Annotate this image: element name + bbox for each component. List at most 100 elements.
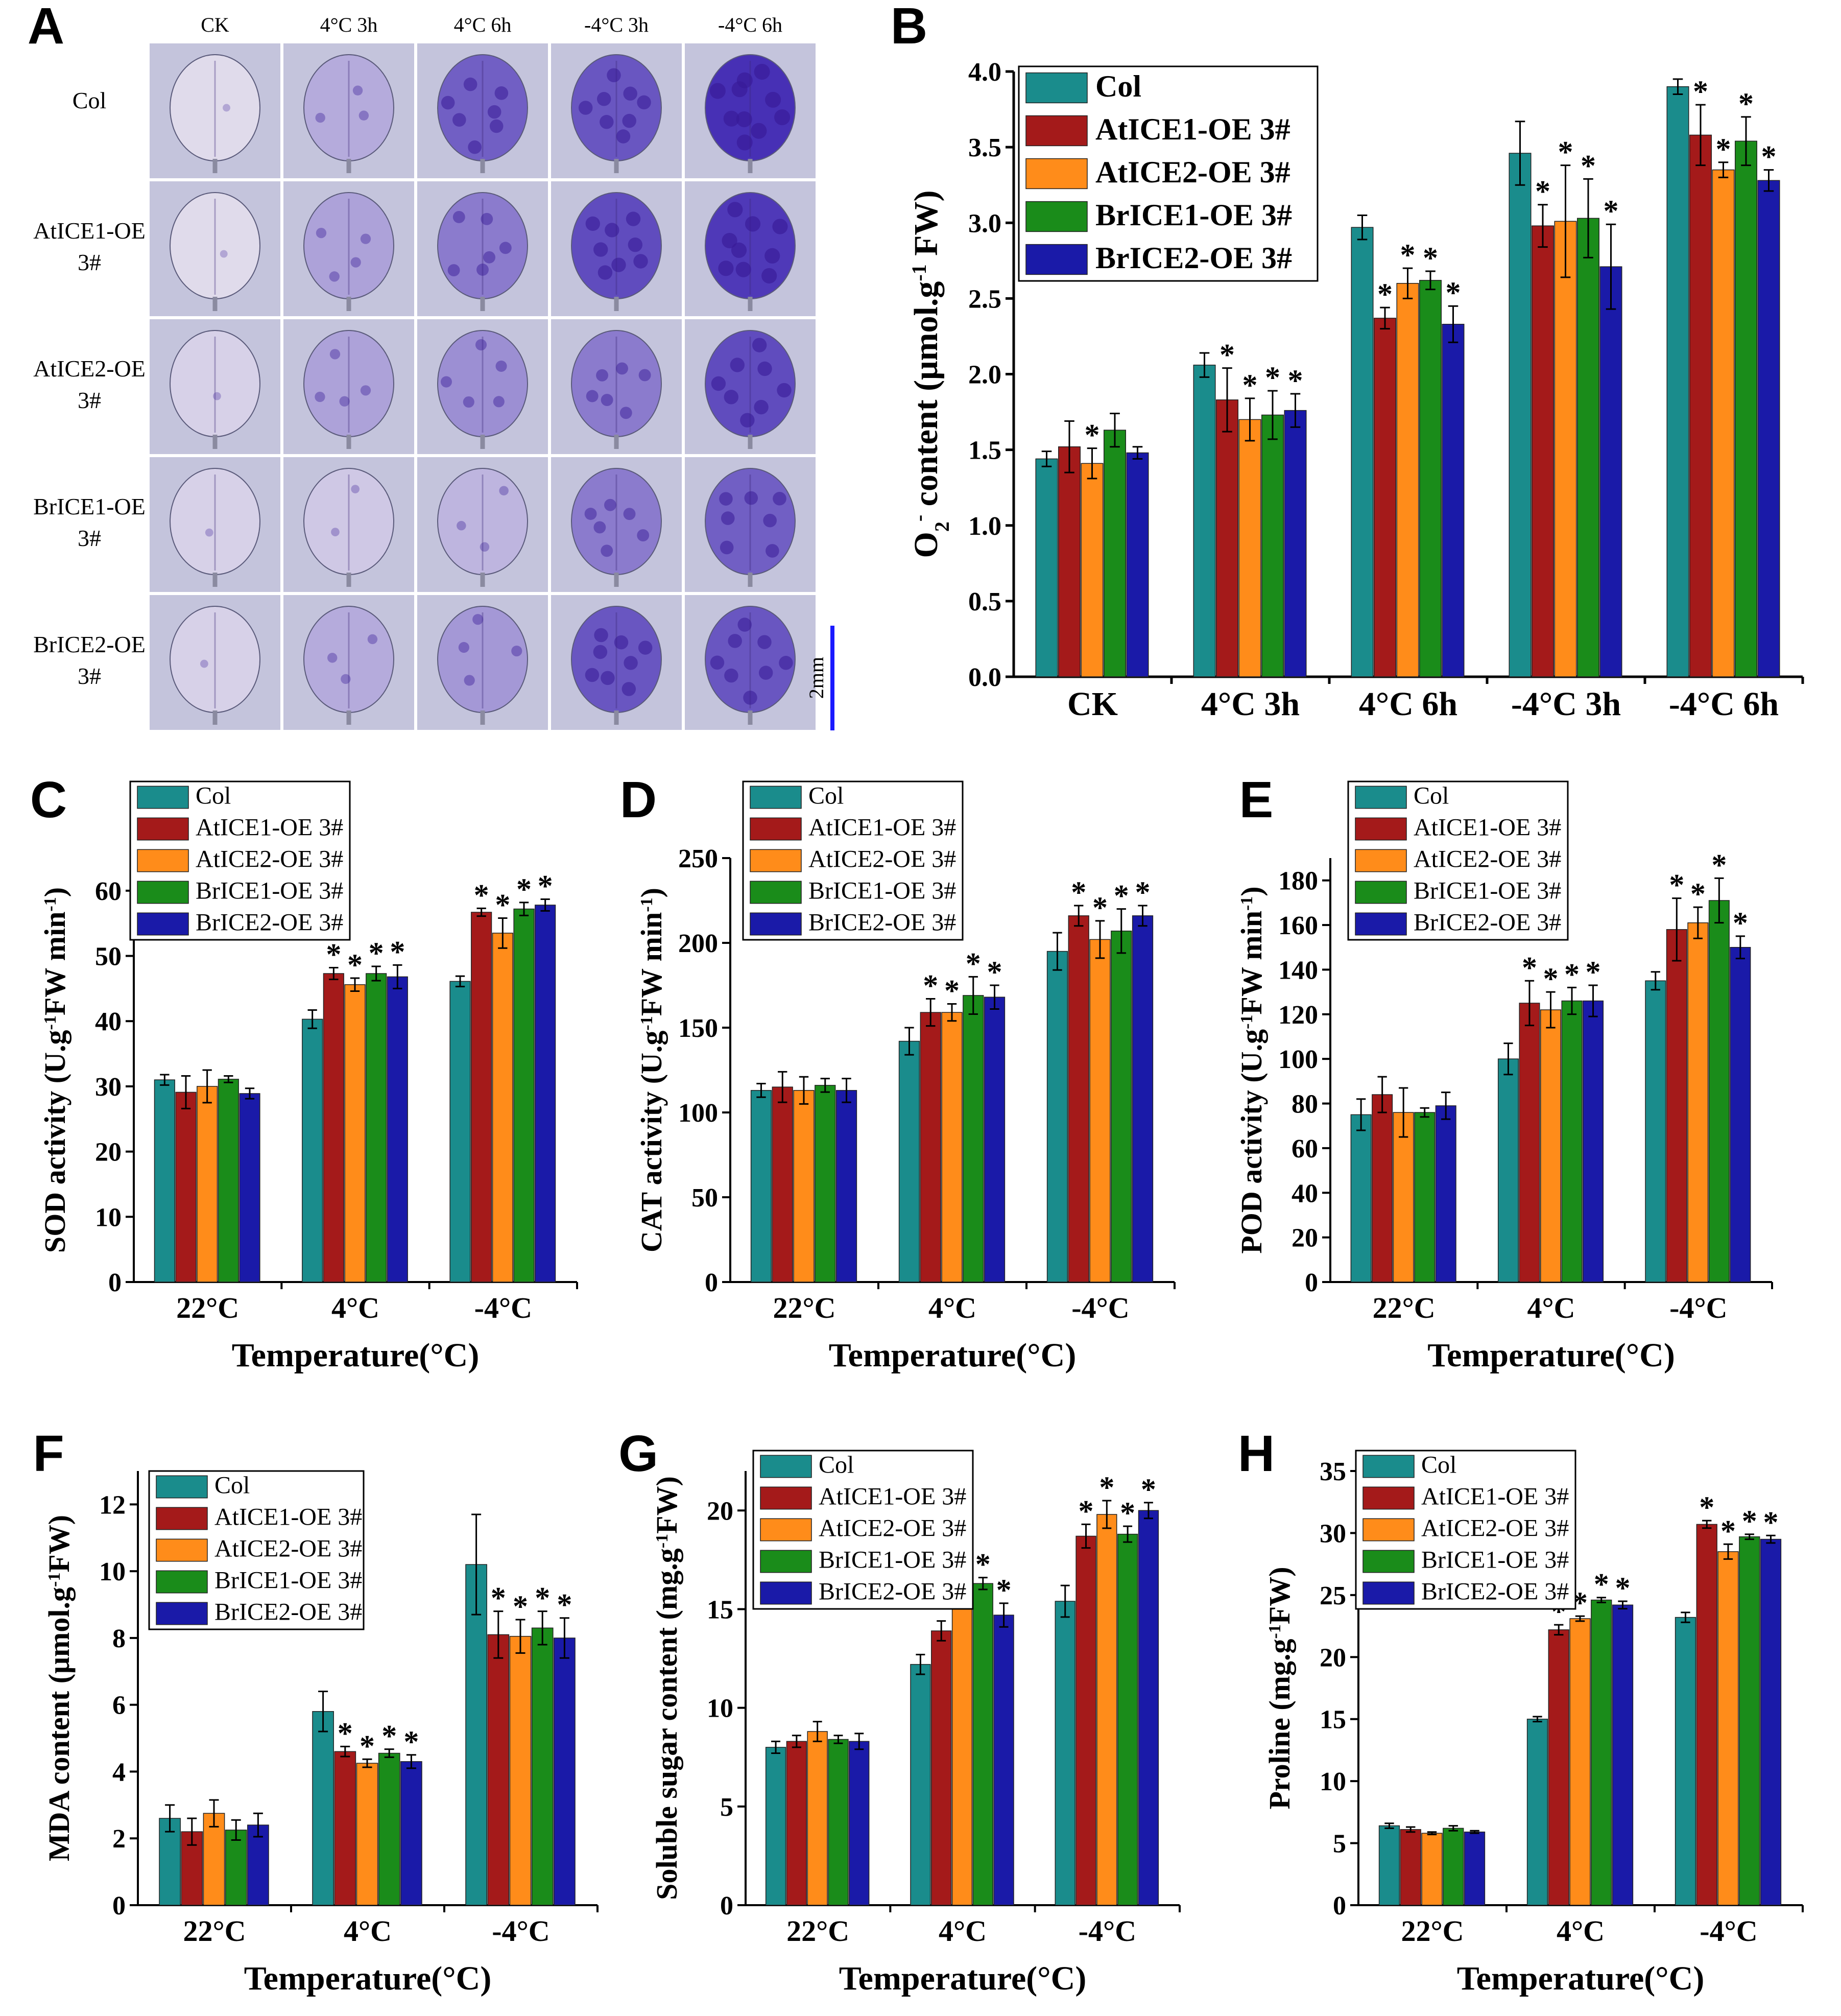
y-tick-label: 0 xyxy=(720,1891,733,1920)
bar xyxy=(1374,318,1397,677)
legend-swatch xyxy=(760,1518,812,1541)
stain-spot xyxy=(601,394,613,406)
row-label-line-2: 3# xyxy=(78,663,101,689)
stain-spot xyxy=(718,260,734,276)
bar xyxy=(400,1761,422,1906)
legend-entry: AtICE1-OE 3# xyxy=(808,814,956,841)
legend-entry: BrICE1-OE 3# xyxy=(1421,1546,1569,1573)
y-tick-label: 10 xyxy=(1320,1767,1346,1796)
y-tick-label: 180 xyxy=(1278,867,1318,896)
significance-star: * xyxy=(1092,891,1108,924)
bar xyxy=(1046,951,1068,1283)
stain-spot xyxy=(329,271,340,282)
legend-swatch xyxy=(1362,1486,1415,1510)
legend-swatch xyxy=(760,1486,812,1510)
bar xyxy=(1760,1538,1782,1906)
significance-star: * xyxy=(326,938,341,971)
stain-spot xyxy=(711,376,726,391)
bar xyxy=(1419,280,1442,677)
y-tick-label: 20 xyxy=(95,1138,122,1167)
legend-swatch xyxy=(750,849,802,872)
stain-spot xyxy=(638,641,653,655)
significance-star: * xyxy=(944,974,960,1008)
stain-spot xyxy=(593,521,606,534)
bar xyxy=(920,1012,941,1283)
y-tick-label: 4 xyxy=(112,1758,126,1787)
legend-swatch xyxy=(1362,1518,1415,1541)
stain-spot xyxy=(358,110,369,121)
stain-spot xyxy=(740,413,755,428)
stain-spot xyxy=(596,92,611,106)
bar xyxy=(1509,153,1532,677)
significance-star: * xyxy=(1141,1473,1156,1506)
legend-entry: BrICE2-OE 3# xyxy=(808,909,956,936)
significance-star: * xyxy=(1265,361,1280,394)
row-label-line-2: 3# xyxy=(78,387,101,413)
bar xyxy=(807,1731,828,1906)
bar xyxy=(1351,227,1374,677)
significance-star: * xyxy=(1603,194,1618,228)
bar xyxy=(449,981,471,1283)
column-label: 4°C 6h xyxy=(454,13,512,36)
legend-entry: BrICE1-OE 3# xyxy=(1414,877,1561,904)
stain-spot xyxy=(331,528,340,536)
y-tick-label: 150 xyxy=(678,1014,718,1043)
bar xyxy=(765,1747,786,1906)
legend-swatch xyxy=(137,849,189,872)
stain-spot xyxy=(480,542,490,552)
stain-spot xyxy=(481,212,493,225)
stain-spot xyxy=(483,251,496,264)
bar xyxy=(951,1587,973,1906)
bar xyxy=(1739,1536,1760,1906)
y-axis-title-part: ) xyxy=(38,887,71,897)
significance-star: * xyxy=(1377,277,1393,311)
stain-spot xyxy=(476,264,489,276)
y-tick-label: 80 xyxy=(1292,1090,1318,1119)
y-tick-label: 35 xyxy=(1320,1457,1346,1486)
y-tick-label: 6 xyxy=(112,1691,126,1720)
x-tick-label: -4°C 3h xyxy=(1511,685,1621,723)
bar xyxy=(1645,980,1666,1283)
bar xyxy=(1103,430,1126,677)
bar xyxy=(1442,323,1465,677)
legend-swatch xyxy=(156,1570,208,1594)
bar xyxy=(378,1752,400,1906)
y-tick-label: 2.5 xyxy=(968,284,1001,314)
bar xyxy=(1696,1524,1717,1906)
stain-spot xyxy=(601,544,613,557)
y-axis-title-part: ) xyxy=(1235,886,1268,896)
scale-bar xyxy=(830,626,834,730)
x-tick-label: 4°C xyxy=(1527,1291,1575,1324)
legend-swatch xyxy=(156,1475,208,1499)
y-tick-label: 15 xyxy=(707,1595,733,1624)
bar xyxy=(554,1638,576,1906)
y-tick-label: 2.0 xyxy=(968,361,1001,390)
y-tick-label: 0 xyxy=(108,1268,122,1297)
stain-spot xyxy=(597,265,613,280)
y-tick-label: 60 xyxy=(95,877,122,906)
stain-spot xyxy=(731,242,747,258)
chart-panels: B0.00.51.01.52.02.53.03.54.0CK*4°C 3h** *… xyxy=(30,0,1804,1997)
legend-swatch xyxy=(137,786,189,809)
stain-spot xyxy=(766,544,779,558)
stain-spot xyxy=(339,396,350,407)
stain-spot xyxy=(722,232,737,249)
stain-spot xyxy=(495,360,507,372)
stain-spot xyxy=(593,645,608,659)
bar xyxy=(941,1012,963,1283)
stain-spot xyxy=(441,96,455,110)
significance-star: * xyxy=(1543,962,1559,995)
stain-spot xyxy=(777,383,792,398)
legend-entry: AtICE1-OE 3# xyxy=(1095,112,1290,146)
legend-entry: Col xyxy=(214,1472,250,1499)
bar xyxy=(963,995,984,1283)
significance-star: * xyxy=(1535,175,1550,208)
stain-spot xyxy=(464,675,475,686)
stain-spot xyxy=(621,682,636,696)
bar xyxy=(1350,1114,1372,1283)
stain-spot xyxy=(585,216,601,231)
y-axis-title-part: FW) xyxy=(907,191,945,265)
stain-spot xyxy=(764,248,780,264)
